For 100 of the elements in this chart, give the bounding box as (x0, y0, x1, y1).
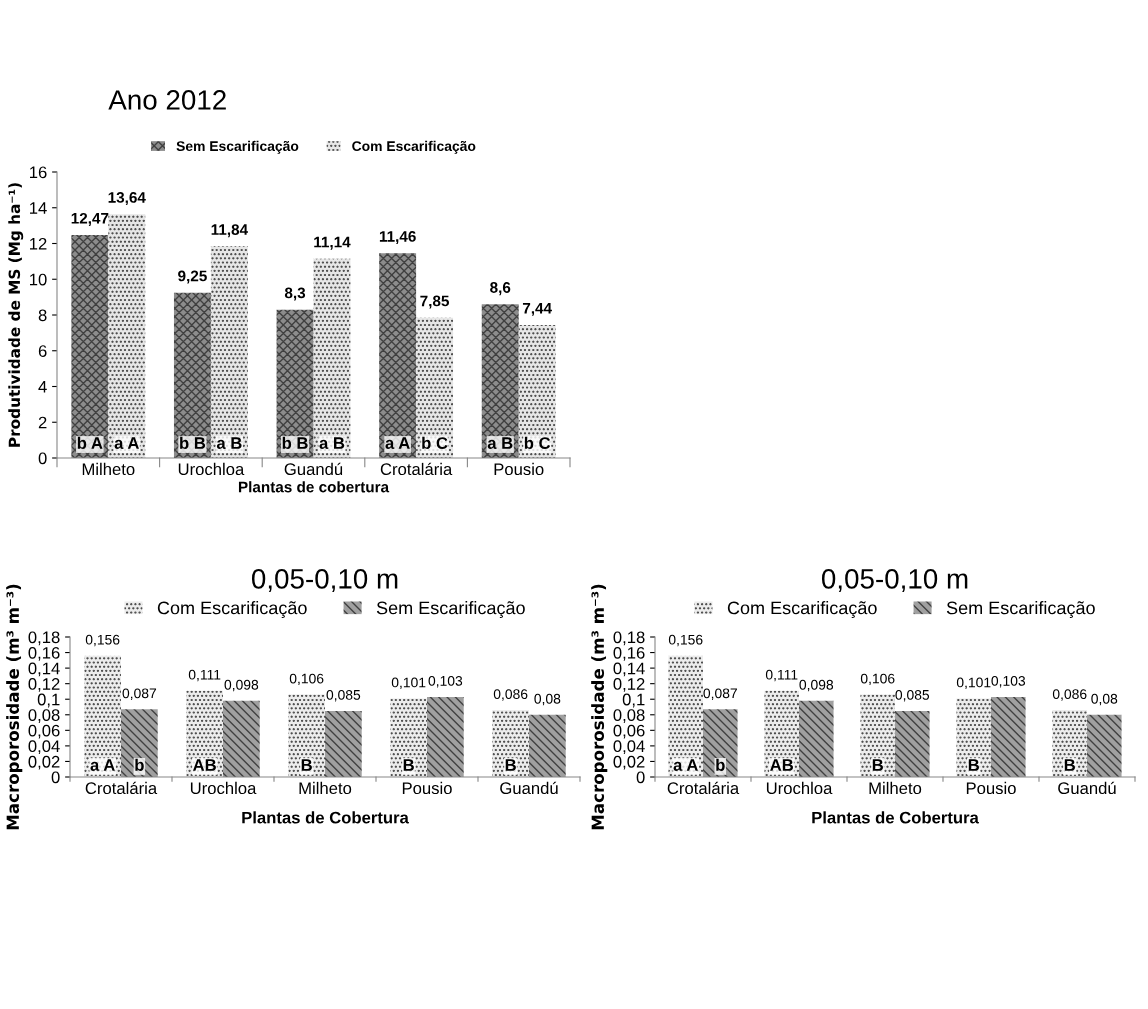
x-tick-label: Crotalária (380, 462, 453, 476)
y-tick-label: 0,12 (28, 678, 60, 692)
annotation: b (716, 758, 725, 771)
y-tick-label: 16 (30, 166, 47, 179)
bar (668, 655, 703, 777)
x-tick-label: Guandú (1058, 781, 1116, 795)
bar (991, 696, 1026, 777)
bar (956, 698, 991, 777)
legend-label: Sem Escarificação (176, 140, 299, 154)
bar (379, 253, 417, 458)
x-tick-label: Pousio (494, 462, 544, 476)
y-tick-label: 0,18 (613, 631, 645, 646)
chart-title: 0,05-0,10 m (251, 568, 398, 592)
data-label: 0,106 (289, 673, 324, 686)
bar (416, 317, 454, 458)
data-label: 0,086 (1052, 689, 1087, 701)
y-tick-label: 0,14 (28, 662, 60, 677)
y-tick-label: 14 (30, 202, 47, 214)
x-axis-title: Plantas de Cobertura (812, 811, 979, 824)
bar (427, 696, 464, 777)
data-label: 0,086 (493, 689, 528, 701)
x-tick-label: Crotalária (85, 781, 158, 795)
bar (1087, 714, 1122, 777)
legend-label: Sem Escarificação (946, 601, 1095, 618)
y-tick-label: 0,16 (28, 646, 60, 661)
bar (390, 698, 427, 777)
x-axis-title: Plantas de Cobertura (242, 811, 409, 824)
bar (186, 690, 223, 777)
data-label: 9,25 (178, 270, 207, 284)
y-tick-label: 0 (38, 452, 47, 465)
y-tick-label: 0,18 (28, 631, 60, 646)
legend-label: Sem Escarificação (376, 601, 525, 618)
bar (703, 709, 738, 777)
data-label: 0,106 (860, 673, 895, 686)
data-label: 0,098 (799, 679, 834, 692)
y-tick-label: 0,06 (28, 724, 60, 739)
x-tick-label: Pousio (402, 781, 452, 795)
y-tick-label: 8 (38, 309, 47, 322)
y-tick-label: 6 (38, 345, 47, 357)
data-label: 13,64 (108, 192, 146, 206)
y-tick-label: 10 (30, 273, 47, 286)
y-axis-title: Macroporosidade (m³ m⁻³) (591, 584, 608, 830)
annotation: a B (216, 437, 242, 449)
bar (492, 710, 529, 777)
annotation: a A (673, 759, 698, 771)
bar (799, 700, 834, 777)
bar (895, 710, 930, 777)
y-tick-label: 0,08 (613, 709, 645, 723)
bar (481, 304, 519, 458)
annotation: AB (193, 759, 216, 771)
bar (313, 258, 351, 458)
data-label: 0,156 (668, 634, 703, 647)
bar (173, 292, 211, 458)
data-label: 0,111 (188, 669, 221, 682)
data-label: 11,46 (379, 230, 416, 245)
data-label: 0,103 (428, 675, 463, 688)
y-tick-label: 0,06 (613, 724, 645, 739)
bar (529, 714, 566, 777)
y-tick-label: 0,16 (613, 646, 645, 661)
y-tick-label: 0 (636, 771, 645, 784)
data-label: 0,111 (765, 669, 798, 682)
data-label: 0,103 (991, 675, 1026, 688)
data-label: 0,08 (1091, 693, 1118, 706)
chart-title: 0,05-0,10 m (821, 568, 968, 592)
x-tick-label: Milheto (82, 462, 135, 476)
bar (84, 655, 121, 777)
data-label: 0,101 (956, 677, 991, 690)
annotation: a A (114, 437, 139, 449)
legend-label: Com Escarificação (157, 601, 307, 618)
data-label: 11,84 (211, 224, 248, 238)
annotation: b B (180, 436, 206, 449)
x-tick-label: Urochloa (178, 462, 245, 476)
annotation: B (1064, 759, 1075, 771)
annotation: b C (524, 436, 551, 449)
x-tick-label: Milheto (299, 781, 352, 795)
data-label: 0,098 (224, 679, 259, 692)
annotation: B (968, 759, 979, 771)
bar (860, 694, 895, 777)
annotation: B (505, 759, 516, 771)
y-axis-title: Produtividade de MS (Mg ha⁻¹) (8, 183, 24, 447)
bar (108, 214, 146, 458)
x-tick-label: Pousio (966, 781, 1016, 795)
data-label: 0,087 (122, 688, 157, 700)
y-tick-label: 0 (51, 771, 60, 784)
data-label: 0,085 (326, 689, 361, 702)
data-label: 0,156 (85, 634, 120, 647)
y-axis-title: Macroporosidade (m³ m⁻³) (6, 584, 23, 830)
data-label: 7,44 (522, 303, 552, 316)
legend-label: Com Escarificação (727, 601, 877, 618)
annotation: a A (90, 759, 115, 771)
y-tick-label: 0,04 (613, 740, 645, 755)
data-label: 0,08 (534, 693, 561, 706)
annotation: a B (319, 437, 345, 449)
y-tick-label: 0,1 (622, 693, 645, 708)
annotation: b C (422, 436, 448, 449)
data-label: 12,47 (71, 212, 109, 226)
bar (223, 700, 260, 777)
annotation: b B (282, 436, 308, 449)
y-tick-label: 0,04 (28, 740, 60, 755)
annotation: AB (770, 759, 793, 771)
